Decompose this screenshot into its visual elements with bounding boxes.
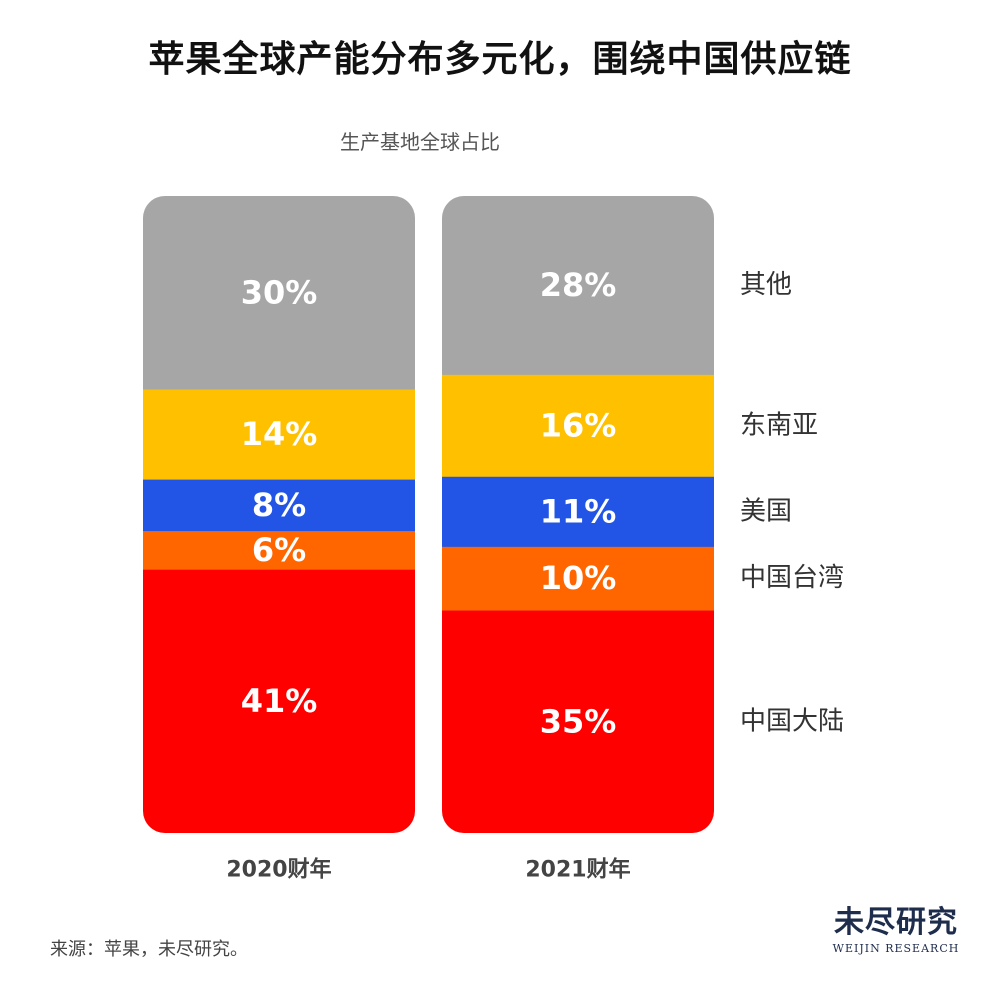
chart-title: 苹果全球产能分布多元化，围绕中国供应链 <box>148 39 852 80</box>
bar-segment <box>143 389 415 480</box>
bar-segment <box>143 569 415 833</box>
legend-label: 中国大陆 <box>740 707 844 737</box>
data-label: 41% <box>241 682 318 720</box>
logo-name-cn: 未尽研究 <box>834 905 958 940</box>
category-label: 2021财年 <box>525 857 630 883</box>
data-label: 28% <box>540 266 617 304</box>
bar-segment <box>442 610 714 833</box>
legend-label: 美国 <box>740 496 792 526</box>
legend-label: 其他 <box>740 270 792 300</box>
data-label: 8% <box>252 486 306 524</box>
data-label: 14% <box>241 415 318 453</box>
data-label: 11% <box>540 492 617 530</box>
bar-group-1 <box>442 196 714 833</box>
bar-segment <box>143 196 415 390</box>
data-label: 30% <box>241 274 318 312</box>
weijin-logo: 未尽研究 WEIJIN RESEARCH <box>826 905 966 956</box>
bar-segment <box>143 530 415 570</box>
data-label: 35% <box>540 703 617 741</box>
bar-segment <box>143 479 415 532</box>
bar-segment <box>442 374 714 477</box>
data-label: 6% <box>252 531 306 569</box>
data-label: 16% <box>540 406 617 444</box>
category-label: 2020财年 <box>226 857 331 883</box>
bar-segment <box>442 476 714 547</box>
source-note: 来源：苹果，未尽研究。 <box>50 939 248 960</box>
bar-segment <box>442 546 714 611</box>
chart-subtitle: 生产基地全球占比 <box>340 130 500 154</box>
data-label: 10% <box>540 559 617 597</box>
legend-label: 东南亚 <box>740 410 818 440</box>
bar-group-0 <box>143 196 415 833</box>
bar-segment <box>442 196 714 375</box>
logo-name-en: WEIJIN RESEARCH <box>832 942 960 955</box>
legend-label: 中国台湾 <box>740 563 844 593</box>
